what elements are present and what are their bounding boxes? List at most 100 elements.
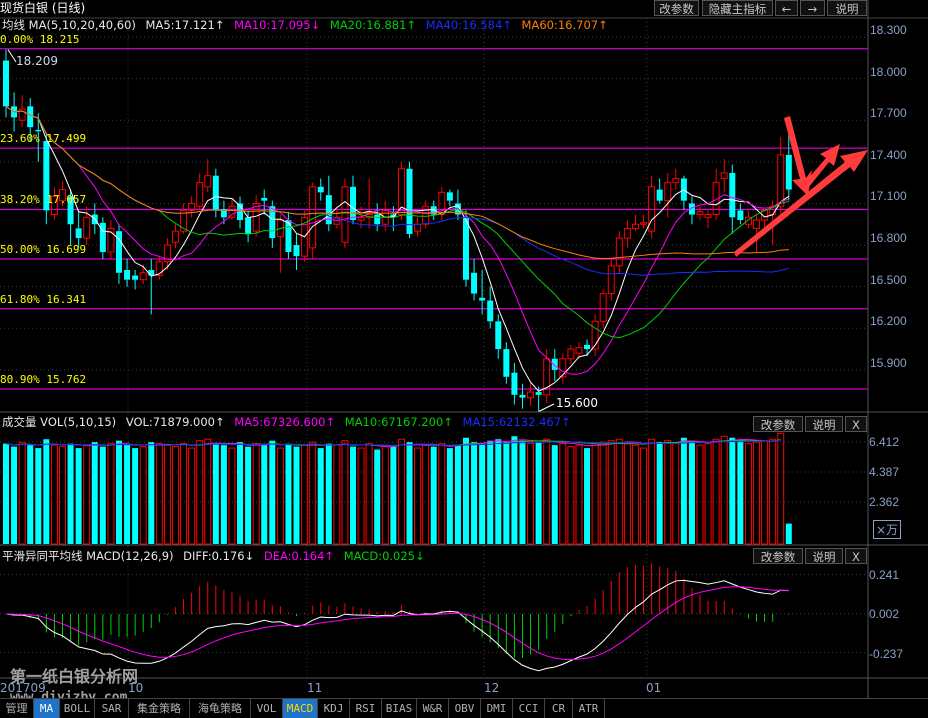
candle-up: [559, 358, 567, 378]
tab-sar[interactable]: SAR: [95, 699, 129, 718]
volume-bar: [584, 448, 591, 544]
macd-help-button[interactable]: 说明: [805, 548, 843, 564]
tab-turtle-strategy[interactable]: 海龟策略: [190, 699, 251, 718]
volume-bar: [171, 446, 179, 545]
month-label: 01: [646, 681, 662, 695]
macd-axis-label: -0.237: [869, 647, 904, 661]
volume-bar: [163, 444, 171, 545]
volume-bar: [769, 438, 777, 545]
tab-macd[interactable]: MACD: [283, 699, 318, 718]
tab-kdj[interactable]: KDJ: [318, 699, 350, 718]
candle-up: [623, 227, 631, 239]
left-arrow-button[interactable]: ←: [775, 0, 798, 16]
tab-bias[interactable]: BIAS: [382, 699, 417, 718]
volume-bar: [196, 440, 204, 545]
volume-axis-label: 4.387: [869, 465, 900, 479]
macd-close-button[interactable]: X: [845, 548, 867, 564]
macd-legend: 平滑异同平均线 MACD(12,26,9) DIFF:0.176↓ DEA:0.…: [2, 549, 431, 563]
change-params-button[interactable]: 改参数: [654, 0, 699, 16]
candle-down: [285, 220, 292, 252]
fib-label: 50.00% 16.699: [0, 243, 87, 257]
volume-bar: [43, 439, 50, 544]
tab-vol[interactable]: VOL: [251, 699, 283, 718]
volume-bar: [67, 443, 74, 544]
month-label: 11: [307, 681, 323, 695]
candle-up: [196, 182, 204, 207]
candle-down: [551, 358, 558, 370]
candle-down: [261, 197, 268, 201]
tab-boll[interactable]: BOLL: [60, 699, 95, 718]
chart-canvas[interactable]: [0, 0, 928, 698]
ma-legend-name: 均线 MA(5,10,20,40,60): [2, 18, 136, 32]
candle-up: [397, 168, 405, 216]
price-axis-label: 16.500: [870, 272, 907, 287]
volume-bar: [511, 436, 518, 544]
dea-line: [5, 586, 789, 661]
tab-manage[interactable]: 管理: [0, 699, 34, 718]
volume-bar: [519, 440, 526, 544]
volume-bar: [91, 442, 98, 544]
vol-value: VOL:71879.000↑: [125, 415, 225, 429]
tab-cr[interactable]: CR: [545, 699, 573, 718]
volume-bar: [664, 440, 672, 545]
volume-bar: [591, 443, 599, 545]
tab-obv[interactable]: OBV: [449, 699, 481, 718]
right-arrow-button[interactable]: →: [800, 0, 825, 16]
volume-bar: [115, 440, 122, 544]
tab-rsi[interactable]: RSI: [350, 699, 382, 718]
candle-up: [171, 230, 179, 243]
candle-down: [35, 129, 42, 132]
fib-label: 23.60% 17.499: [0, 132, 87, 146]
volume-bar: [50, 444, 58, 545]
tab-cci[interactable]: CCI: [513, 699, 545, 718]
volume-bar: [365, 443, 373, 545]
volume-bar: [27, 445, 34, 544]
volume-bar: [212, 443, 219, 544]
volume-ma15-line: [5, 439, 781, 447]
tab-atr[interactable]: ATR: [573, 699, 605, 718]
volume-legend-name: 成交量 VOL(5,10,15): [2, 415, 117, 429]
volume-bar: [761, 440, 769, 545]
tab-wr[interactable]: W&R: [417, 699, 449, 718]
volume-bar: [640, 447, 648, 545]
hide-main-indicator-button[interactable]: 隐藏主指标: [702, 0, 773, 16]
candle-down: [519, 394, 526, 398]
volume-bar: [309, 441, 317, 545]
candle-up: [163, 244, 171, 263]
ma5-value: MA5:17.121↑: [145, 18, 225, 32]
candle-up: [422, 205, 430, 225]
volume-bar: [656, 442, 663, 544]
price-axis-label: 15.900: [870, 355, 907, 370]
tab-jijin-strategy[interactable]: 集金策略: [129, 699, 190, 718]
vol-ma5-value: MA5:67326.600↑: [234, 415, 336, 429]
window-title: 现货白银 (日线): [0, 1, 86, 15]
candle-up: [648, 186, 656, 232]
candle-down: [3, 60, 9, 107]
volume-bar: [83, 444, 91, 545]
tab-dmi[interactable]: DMI: [481, 699, 513, 718]
volume-bar: [712, 438, 720, 545]
volume-bar: [422, 444, 430, 545]
candles: [3, 49, 792, 412]
candle-up: [527, 391, 535, 399]
volume-close-button[interactable]: X: [845, 416, 867, 432]
candle-up: [18, 108, 26, 121]
tab-ma[interactable]: MA: [34, 699, 60, 718]
volume-bar: [204, 438, 212, 545]
volume-bar: [753, 441, 761, 545]
candle-up: [704, 214, 712, 218]
volume-bar: [317, 448, 324, 544]
candle-down: [785, 154, 792, 190]
price-axis-label: 16.200: [870, 314, 907, 329]
volume-bar: [487, 440, 494, 544]
candle-down: [487, 300, 494, 322]
volume-params-button[interactable]: 改参数: [753, 416, 803, 432]
ma60-value: MA60:16.707↑: [521, 18, 608, 32]
candle-up: [252, 202, 260, 232]
help-button[interactable]: 说明: [827, 0, 867, 16]
ma5-line: [5, 105, 790, 392]
volume-bar: [406, 442, 413, 544]
volume-help-button[interactable]: 说明: [805, 416, 843, 432]
macd-params-button[interactable]: 改参数: [753, 548, 803, 564]
high-marker-line: [7, 49, 17, 63]
